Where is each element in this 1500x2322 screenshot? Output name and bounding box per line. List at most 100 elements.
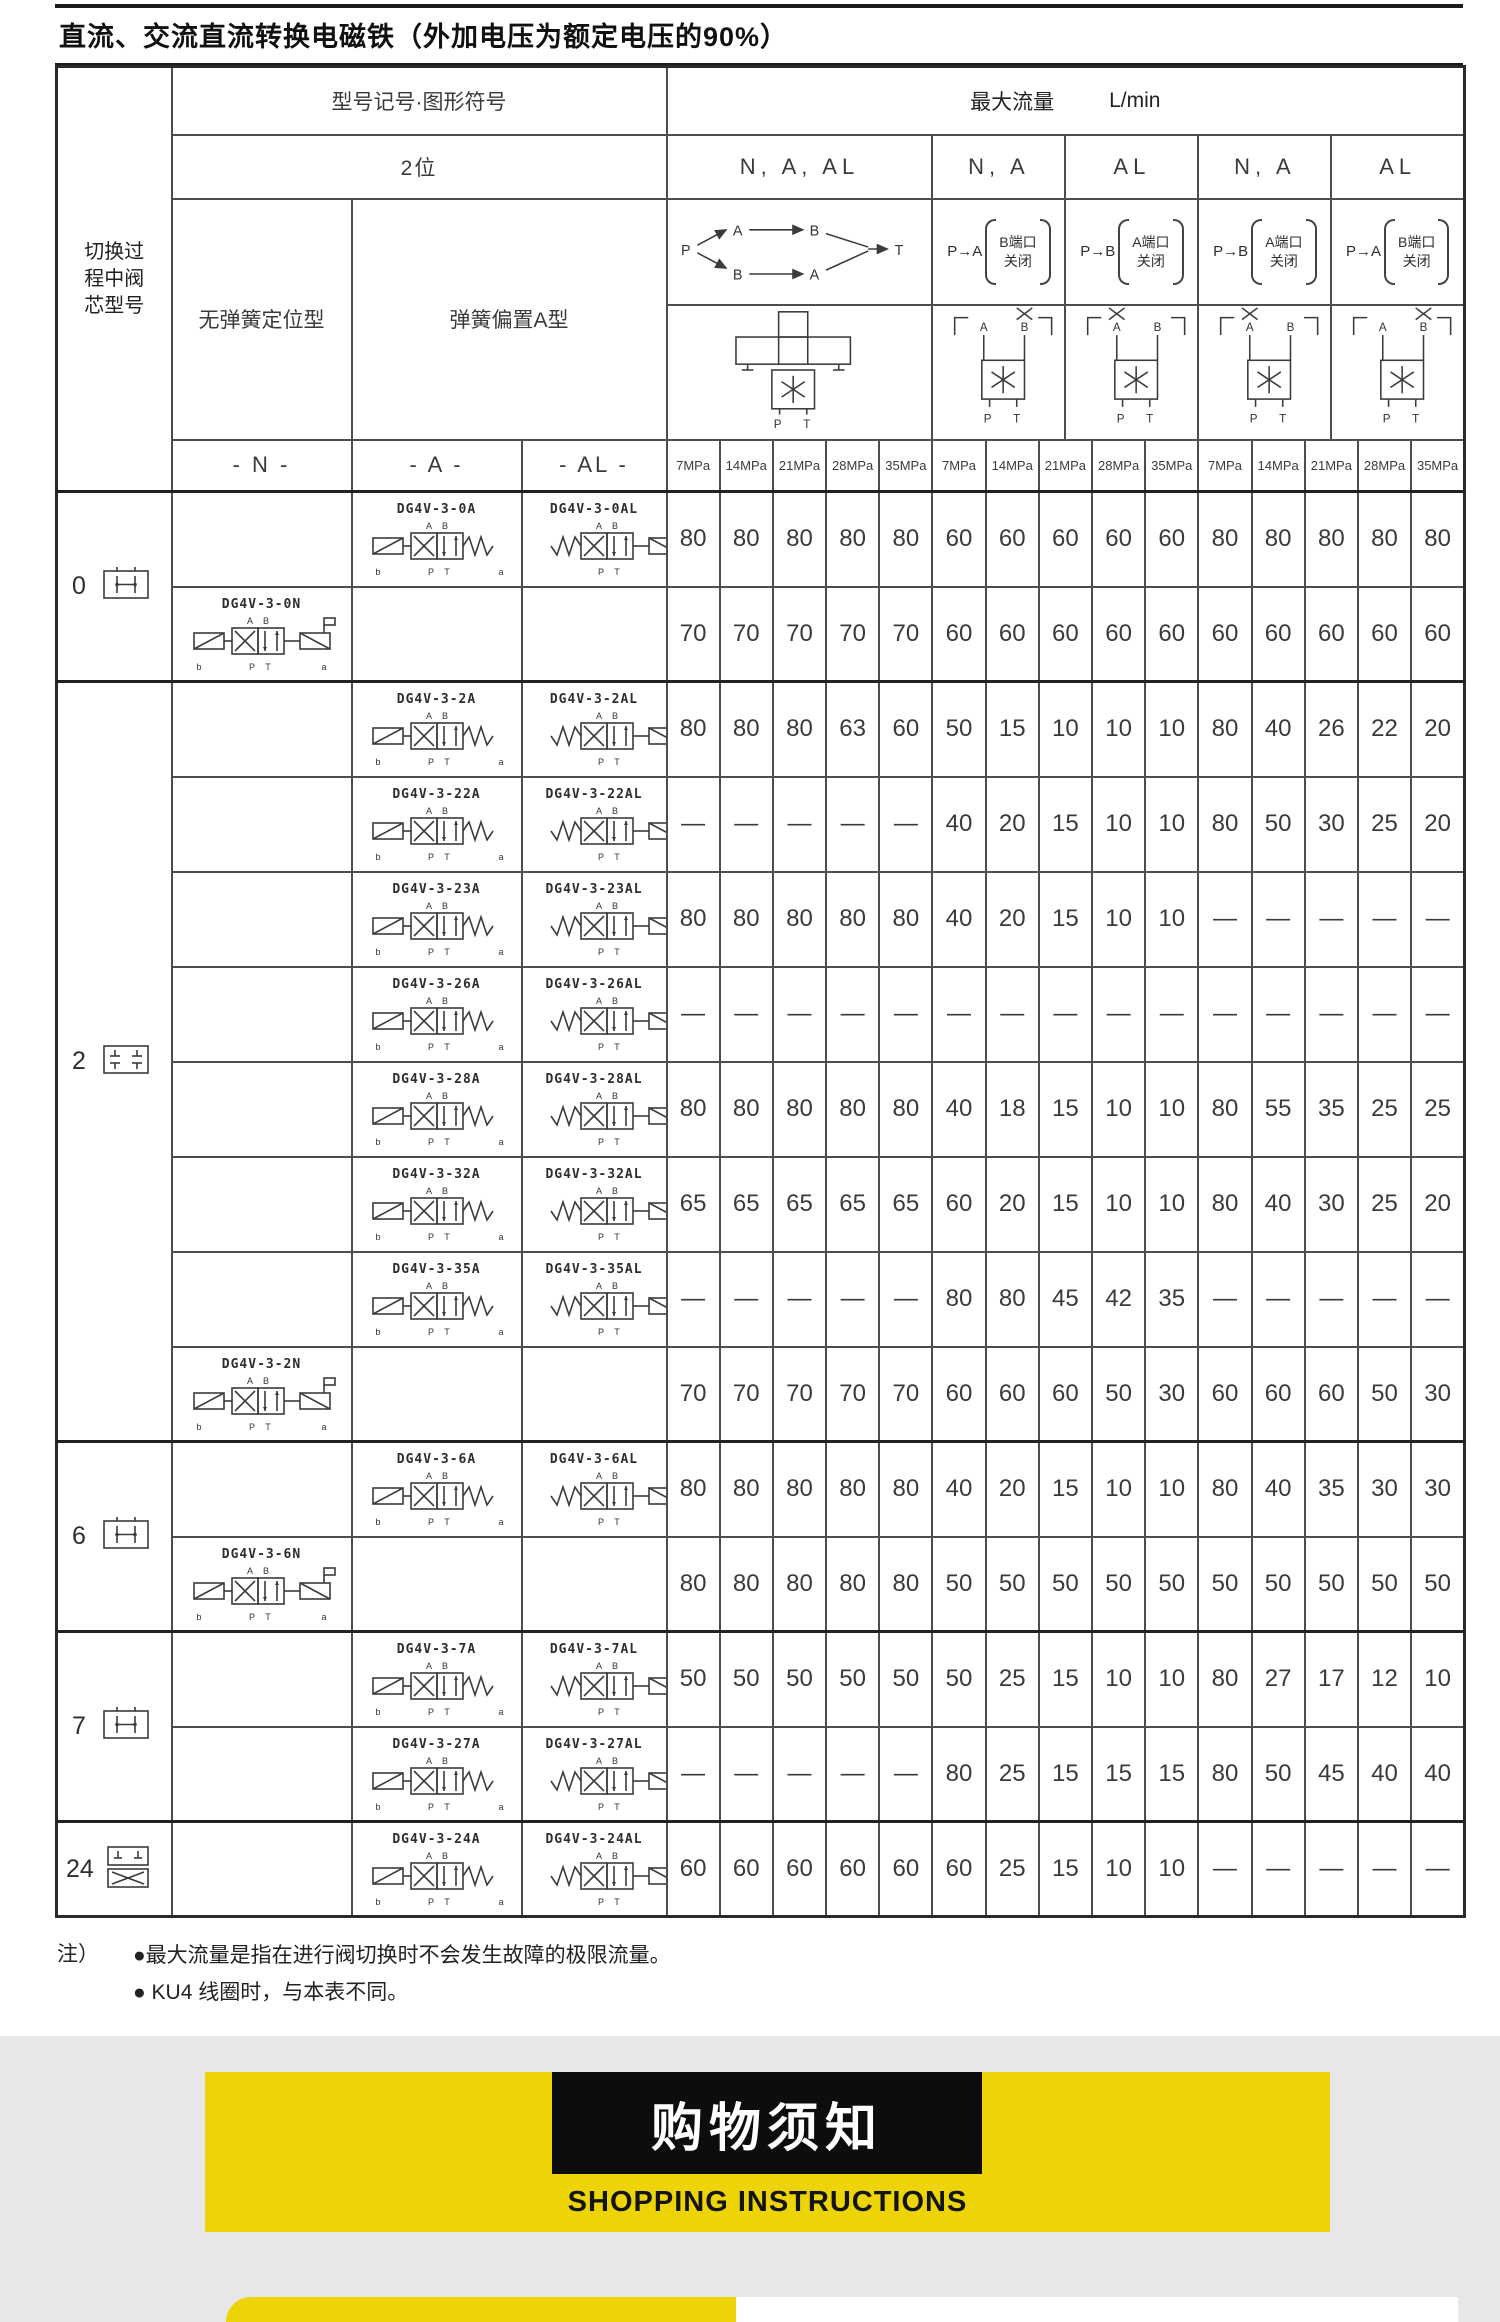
flow-value-cell: 10 (1144, 1820, 1200, 1918)
svg-text:T: T (444, 1897, 450, 1907)
valve-schematic-icon: A B P T b a (354, 1182, 520, 1244)
pressure-header: 7MPa (931, 438, 987, 493)
model-number: DG4V-3-2N (221, 1356, 302, 1372)
flow-value-cell: — (771, 965, 828, 1063)
valve-schematic-icon: A B P T b a (354, 897, 520, 959)
model-cell: DG4V-3-28AL A B P T a (520, 1060, 668, 1158)
spool-symbol-icon (100, 1702, 152, 1751)
table-row: DG4V-3-28A A B P T b a DG4V-3-28AL A B P … (57, 1060, 1466, 1158)
svg-text:A: A (732, 224, 742, 240)
svg-text:P: P (427, 1232, 433, 1242)
spool-type-cell: 0 (55, 490, 173, 683)
flow-value-cell: 10 (1090, 1060, 1147, 1158)
flow-value-cell: 80 (665, 680, 721, 778)
svg-text:B: B (441, 996, 447, 1006)
flow-value-cell: — (825, 1250, 881, 1348)
svg-text:B: B (611, 901, 617, 911)
flow-value-cell: 65 (825, 1155, 881, 1253)
flow-value-cell: 15 (1037, 870, 1094, 968)
flow-value-cell: 80 (1197, 1440, 1253, 1538)
svg-text:T: T (614, 1327, 620, 1337)
svg-text:B: B (262, 616, 268, 626)
flow-value-cell: 50 (931, 680, 987, 778)
svg-text:T: T (614, 852, 620, 862)
svg-text:A: A (809, 268, 819, 284)
flow-value-cell: 35 (1303, 1440, 1359, 1538)
flow-value-cell: 15 (1037, 775, 1094, 873)
valve-schematic-icon: A B P T b a (354, 1467, 520, 1529)
svg-text:P: P (597, 1897, 603, 1907)
spool-number: 2 (72, 1047, 86, 1075)
flow-value-cell: 40 (1250, 680, 1306, 778)
svg-text:P: P (427, 567, 433, 577)
model-cell: DG4V-3-0A A B P T b a (350, 490, 523, 588)
svg-text:B: B (611, 521, 617, 531)
flow-value-cell: 50 (931, 1630, 987, 1728)
model-cell: DG4V-3-27A A B P T b a (350, 1725, 523, 1823)
flow-value-cell: 60 (1037, 1345, 1094, 1443)
flow-value-cell: 60 (931, 1345, 987, 1443)
svg-text:B: B (611, 1661, 617, 1671)
pressure-header: 28MPa (1090, 438, 1147, 493)
flow-value-cell: 80 (984, 1250, 1040, 1348)
valve-schematic-icon: A B P T a (524, 517, 665, 579)
svg-text:P: P (427, 1137, 433, 1147)
svg-text:P: P (984, 412, 992, 425)
flow-value-cell: 80 (665, 490, 721, 588)
model-cell: DG4V-3-0N A B P T b a (170, 585, 353, 683)
table-row: DG4V-3-23A A B P T b a DG4V-3-23AL A B P … (57, 870, 1466, 968)
valve-schematic-icon: A B P T b a (354, 1847, 520, 1909)
svg-text:P: P (597, 1042, 603, 1052)
flow-value-cell: 70 (665, 585, 721, 683)
next-card-peek-white (736, 2297, 1458, 2322)
model-cell (170, 1155, 353, 1253)
flow-value-cell: 15 (1037, 1725, 1094, 1823)
flow-value-cell: 50 (1250, 775, 1306, 873)
svg-text:T: T (444, 1517, 450, 1527)
svg-text:P: P (597, 852, 603, 862)
flow-value-cell: — (984, 965, 1040, 1063)
svg-text:P: P (427, 1517, 433, 1527)
svg-text:T: T (1413, 412, 1420, 425)
flow-value-cell: 10 (1090, 775, 1147, 873)
svg-text:P: P (1117, 412, 1125, 425)
svg-text:B: B (441, 1281, 447, 1291)
svg-text:A: A (1246, 321, 1254, 334)
svg-text:B: B (611, 1186, 617, 1196)
flow-value-cell: 35 (1144, 1250, 1200, 1348)
valve-symbol-icon: A B P T (1200, 306, 1329, 438)
note-line: ●最大流量是指在进行阀切换时不会发生故障的极限流量。 (133, 1944, 671, 1967)
svg-text:T: T (614, 1137, 620, 1147)
svg-text:B: B (611, 1756, 617, 1766)
valve-schematic-icon: A B P T b a (354, 1087, 520, 1149)
svg-text:P: P (597, 947, 603, 957)
flow-value-cell: — (1410, 1820, 1466, 1918)
port-diagram: P→A B端口 关闭 (931, 197, 1067, 306)
flow-value-cell: 20 (984, 1440, 1040, 1538)
flow-value-cell: 80 (771, 490, 828, 588)
svg-text:B: B (441, 1186, 447, 1196)
flow-value-cell: 20 (984, 870, 1040, 968)
flow-value-cell: 63 (825, 680, 881, 778)
flow-value-cell: — (1410, 965, 1466, 1063)
model-cell: DG4V-3-7A A B P T b a (350, 1630, 523, 1728)
flow-value-cell: 80 (1197, 1630, 1253, 1728)
svg-text:A: A (595, 996, 601, 1006)
pressure-header: 28MPa (1356, 438, 1413, 493)
flow-value-cell: 30 (1303, 775, 1359, 873)
svg-text:A: A (595, 901, 601, 911)
flow-value-cell: 70 (825, 585, 881, 683)
flow-section-label: 最大流量 (970, 90, 1055, 114)
flow-value-cell: 80 (1197, 1060, 1253, 1158)
svg-text:a: a (498, 1327, 503, 1337)
model-number: DG4V-3-0A (396, 502, 477, 518)
flow-value-cell: 80 (771, 870, 828, 968)
flow-value-cell: 60 (984, 490, 1040, 588)
flow-value-cell: — (1197, 1250, 1253, 1348)
flow-value-cell: 15 (1037, 1630, 1094, 1728)
spool-number: 6 (72, 1522, 86, 1550)
spool-number: 0 (72, 572, 86, 600)
pressure-header: 7MPa (1197, 438, 1253, 493)
flow-value-cell: 50 (1144, 1535, 1200, 1633)
flow-value-cell: 15 (1090, 1725, 1147, 1823)
